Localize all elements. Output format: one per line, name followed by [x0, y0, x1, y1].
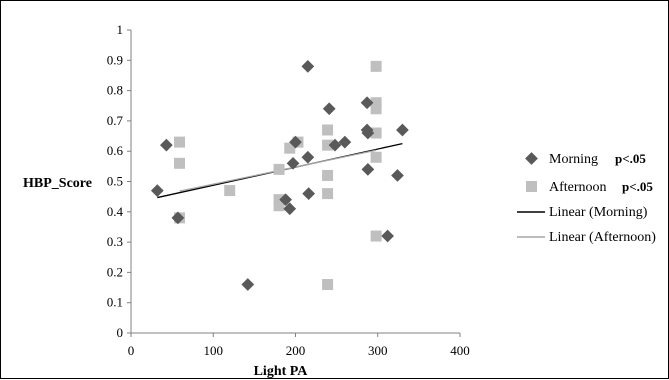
- afternoon-point: [273, 194, 285, 206]
- morning-point: [361, 163, 375, 176]
- x-tick-label: 200: [286, 343, 306, 358]
- x-tick-label: 0: [128, 343, 135, 358]
- morning-point: [241, 278, 255, 291]
- x-tick-label: 300: [368, 343, 388, 358]
- y-tick-label: 0.5: [107, 174, 123, 189]
- legend-label-linear-afternoon: Linear (Afternoon): [549, 230, 656, 245]
- data-points: [150, 59, 409, 291]
- afternoon-point: [370, 97, 382, 109]
- x-tick-label: 100: [204, 343, 224, 358]
- legend: Morning p<.05 Afternoon p<.05 Linear (Mo…: [517, 151, 656, 245]
- legend-label-afternoon: Afternoon: [549, 180, 607, 195]
- morning-point: [279, 193, 292, 207]
- y-tick-label: 0.9: [107, 52, 123, 67]
- morning-point: [171, 211, 185, 225]
- y-tick-label: 0.3: [107, 234, 123, 249]
- afternoon-point: [284, 142, 296, 154]
- morning-point: [381, 229, 394, 243]
- morning-point: [338, 135, 352, 149]
- x-tick-label: 400: [450, 343, 470, 358]
- morning-point: [289, 135, 302, 149]
- afternoon-point: [370, 103, 382, 115]
- y-tick-label: 0.6: [107, 143, 124, 158]
- legend-label-morning: Morning: [549, 152, 598, 167]
- legend-label-linear-morning: Linear (Morning): [549, 205, 648, 220]
- morning-point: [301, 59, 315, 73]
- x-axis-title: Light PA: [254, 364, 309, 379]
- legend-marker-afternoon: [526, 181, 537, 192]
- afternoon-point: [370, 230, 382, 242]
- morning-point: [150, 184, 164, 197]
- afternoon-point: [370, 127, 382, 139]
- y-tick-label: 0.7: [107, 113, 124, 128]
- morning-point: [322, 102, 336, 116]
- afternoon-point: [370, 60, 382, 72]
- y-tick-label: 0.2: [107, 264, 123, 279]
- afternoon-point: [273, 163, 285, 175]
- afternoon-point: [174, 136, 186, 148]
- legend-note-afternoon: p<.05: [622, 179, 653, 194]
- y-axis-title: HBP_Score: [23, 176, 92, 191]
- y-tick-label: 1: [117, 22, 124, 37]
- x-axis-ticks: 0 100 200 300 400: [128, 333, 470, 358]
- morning-point: [301, 150, 315, 164]
- y-axis-ticks: 0 0.1 0.2 0.3 0.4 0.5 0.6 0.7 0.8 0.9 1: [107, 22, 131, 340]
- y-tick-label: 0.8: [107, 83, 123, 98]
- afternoon-point: [224, 185, 236, 197]
- afternoon-point: [322, 139, 334, 151]
- legend-marker-morning: [525, 152, 538, 165]
- afternoon-point: [322, 279, 334, 291]
- morning-point: [302, 187, 316, 200]
- y-tick-label: 0.4: [107, 204, 124, 219]
- afternoon-point: [174, 157, 186, 169]
- morning-point: [286, 156, 300, 170]
- afternoon-point: [370, 151, 382, 163]
- afternoon-point: [322, 124, 334, 136]
- legend-note-morning: p<.05: [615, 151, 646, 166]
- morning-point: [160, 138, 173, 152]
- morning-point: [360, 96, 374, 110]
- y-tick-label: 0.1: [107, 295, 123, 310]
- morning-point: [283, 202, 297, 216]
- afternoon-point: [273, 200, 285, 212]
- morning-point: [396, 123, 409, 137]
- morning-point: [391, 169, 404, 182]
- afternoon-point: [322, 169, 334, 181]
- afternoon-point: [322, 188, 334, 200]
- y-tick-label: 0: [117, 325, 124, 340]
- morning-point: [328, 138, 342, 152]
